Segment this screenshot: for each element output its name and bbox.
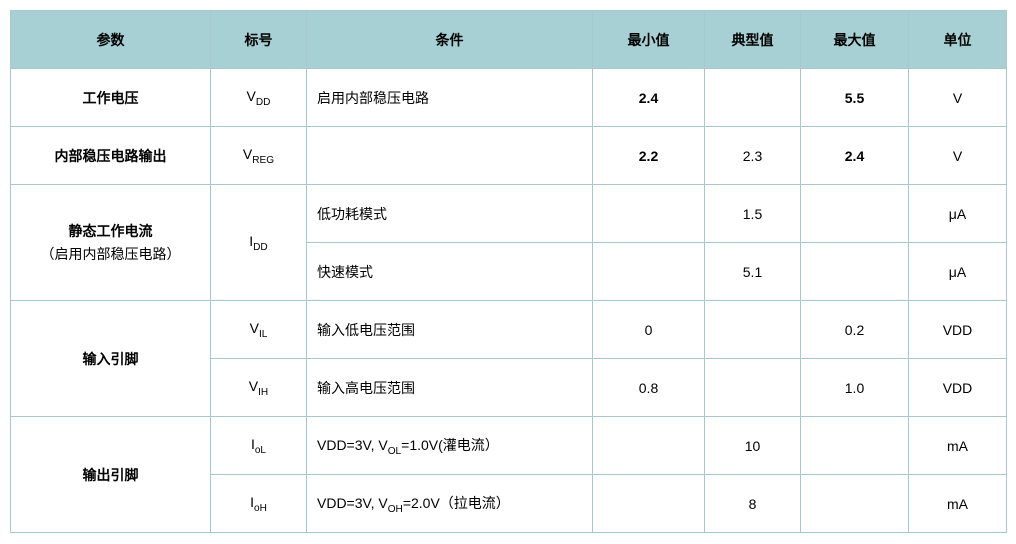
cell-unit: VDD <box>909 359 1007 417</box>
table-row: 内部稳压电路输出 VREG 2.2 2.3 2.4 V <box>11 127 1007 185</box>
h-param: 参数 <box>11 11 211 69</box>
cell-max <box>801 185 909 243</box>
cell-min: 0.8 <box>593 359 705 417</box>
cell-typ: 5.1 <box>705 243 801 301</box>
cell-max <box>801 417 909 475</box>
cell-symbol: VDD <box>211 69 307 127</box>
cell-cond: 输入低电压范围 <box>307 301 593 359</box>
cell-min <box>593 243 705 301</box>
cell-cond: 快速模式 <box>307 243 593 301</box>
h-cond: 条件 <box>307 11 593 69</box>
table-row: 工作电压 VDD 启用内部稳压电路 2.4 5.5 V <box>11 69 1007 127</box>
sym-sub: IH <box>258 386 268 397</box>
sym-main: V <box>249 378 258 394</box>
cell-typ: 10 <box>705 417 801 475</box>
cell-unit: VDD <box>909 301 1007 359</box>
sym-sub: REG <box>252 154 274 165</box>
cell-param: 内部稳压电路输出 <box>11 127 211 185</box>
cell-max: 0.2 <box>801 301 909 359</box>
header-row: 参数 标号 条件 最小值 典型值 最大值 单位 <box>11 11 1007 69</box>
cell-min <box>593 417 705 475</box>
cell-param: 输入引脚 <box>11 301 211 417</box>
cell-symbol: VIL <box>211 301 307 359</box>
cell-cond <box>307 127 593 185</box>
cond-post: =1.0V(灌电流） <box>401 437 499 453</box>
cell-min: 2.4 <box>593 69 705 127</box>
h-symbol: 标号 <box>211 11 307 69</box>
h-unit: 单位 <box>909 11 1007 69</box>
cond-pre: VDD=3V, V <box>317 437 388 453</box>
cell-param: 工作电压 <box>11 69 211 127</box>
cell-typ: 1.5 <box>705 185 801 243</box>
cond-sub: OH <box>388 503 403 514</box>
cell-symbol: IoL <box>211 417 307 475</box>
cell-symbol: VIH <box>211 359 307 417</box>
cell-max <box>801 475 909 533</box>
h-max: 最大值 <box>801 11 909 69</box>
cell-symbol: IoH <box>211 475 307 533</box>
cond-sub: OL <box>388 445 401 456</box>
h-typ: 典型值 <box>705 11 801 69</box>
cond-pre: VDD=3V, V <box>317 495 388 511</box>
h-min: 最小值 <box>593 11 705 69</box>
sym-main: V <box>247 88 256 104</box>
cell-unit: V <box>909 127 1007 185</box>
cell-unit: V <box>909 69 1007 127</box>
cell-unit: mA <box>909 475 1007 533</box>
cell-unit: μA <box>909 243 1007 301</box>
cell-max: 5.5 <box>801 69 909 127</box>
cell-min <box>593 185 705 243</box>
spec-table: 参数 标号 条件 最小值 典型值 最大值 单位 工作电压 VDD 启用内部稳压电… <box>10 10 1007 533</box>
cell-typ <box>705 359 801 417</box>
sym-main: V <box>250 320 259 336</box>
table-row: 静态工作电流 （启用内部稳压电路） IDD 低功耗模式 1.5 μA <box>11 185 1007 243</box>
cell-typ <box>705 301 801 359</box>
cell-max: 2.4 <box>801 127 909 185</box>
cell-param: 静态工作电流 （启用内部稳压电路） <box>11 185 211 301</box>
param-line2: （启用内部稳压电路） <box>17 243 204 265</box>
cell-min <box>593 475 705 533</box>
cell-min: 0 <box>593 301 705 359</box>
cell-max <box>801 243 909 301</box>
sym-main: V <box>243 146 252 162</box>
cell-param: 输出引脚 <box>11 417 211 533</box>
cell-symbol: VREG <box>211 127 307 185</box>
cell-cond: 输入高电压范围 <box>307 359 593 417</box>
cell-symbol: IDD <box>211 185 307 301</box>
sym-sub: IL <box>259 328 267 339</box>
cell-typ: 8 <box>705 475 801 533</box>
sym-sub: DD <box>256 96 271 107</box>
cell-cond: 低功耗模式 <box>307 185 593 243</box>
table-row: 输出引脚 IoL VDD=3V, VOL=1.0V(灌电流） 10 mA <box>11 417 1007 475</box>
cell-typ: 2.3 <box>705 127 801 185</box>
cell-typ <box>705 69 801 127</box>
cond-post: =2.0V（拉电流） <box>403 495 510 511</box>
cell-min: 2.2 <box>593 127 705 185</box>
cell-unit: mA <box>909 417 1007 475</box>
cell-cond: 启用内部稳压电路 <box>307 69 593 127</box>
cell-max: 1.0 <box>801 359 909 417</box>
cell-cond: VDD=3V, VOL=1.0V(灌电流） <box>307 417 593 475</box>
cell-unit: μA <box>909 185 1007 243</box>
sym-sub: oH <box>254 502 267 513</box>
cell-cond: VDD=3V, VOH=2.0V（拉电流） <box>307 475 593 533</box>
sym-sub: DD <box>253 241 268 252</box>
param-line1: 静态工作电流 <box>17 220 204 242</box>
table-row: 输入引脚 VIL 输入低电压范围 0 0.2 VDD <box>11 301 1007 359</box>
sym-sub: oL <box>255 444 266 455</box>
